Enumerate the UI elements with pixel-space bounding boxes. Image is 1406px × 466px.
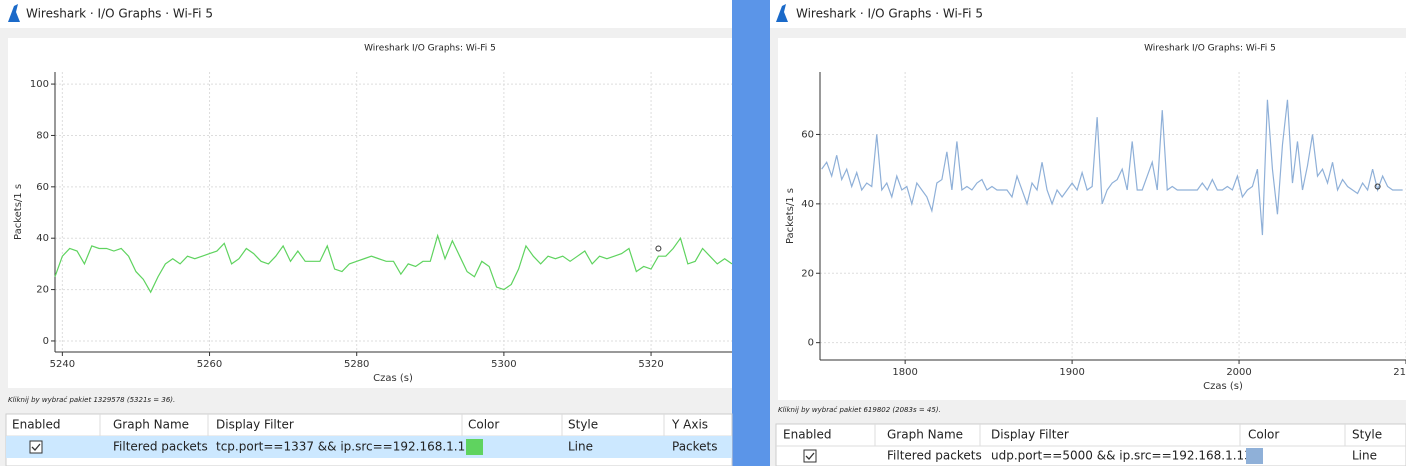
y-tick-label: 40	[36, 233, 49, 244]
column-header: Color	[1248, 428, 1279, 442]
selected-row	[6, 436, 732, 458]
x-tick-label: 5300	[491, 359, 516, 370]
table	[775, 423, 1406, 466]
column-header: Style	[1352, 428, 1382, 442]
title-bar	[770, 0, 1406, 28]
check-mark	[31, 443, 41, 451]
column-header: Enabled	[12, 418, 61, 432]
y-tick-label: 20	[801, 268, 814, 279]
window-title: Wireshark · I/O Graphs · Wi-Fi 5	[26, 7, 213, 21]
cell-style[interactable]: Line	[1352, 449, 1377, 463]
chart-panel	[778, 38, 1406, 400]
cell-display-filter[interactable]: tcp.port==1337 && ip.src==192.168.1.131	[216, 440, 481, 454]
column-header: Enabled	[783, 428, 832, 442]
enabled-checkbox[interactable]	[29, 440, 43, 454]
y-axis-label: Packets/1 s	[13, 184, 24, 240]
series-line	[54, 233, 733, 294]
app-icon	[776, 4, 788, 22]
chart-panel	[8, 38, 732, 388]
title-bar	[0, 0, 732, 28]
color-swatch[interactable]	[466, 439, 483, 455]
y-tick-label: 0	[43, 336, 49, 347]
column-header: Style	[568, 418, 598, 432]
y-tick-label: 60	[36, 182, 49, 193]
selected-point	[1374, 183, 1381, 190]
x-tick-label: 5240	[50, 359, 75, 370]
status-text: Kliknij by wybrać pakiet 1329578 (5321s …	[8, 396, 175, 404]
cell-display-filter[interactable]: udp.port==5000 && ip.src==192.168.1.131	[991, 449, 1259, 463]
column-header: Y Axis	[671, 418, 708, 432]
x-axis-label: Czas (s)	[373, 373, 413, 384]
cell-y-axis[interactable]: Packets	[672, 440, 718, 454]
x-tick-label: 5320	[638, 359, 663, 370]
y-tick-label: 0	[808, 338, 814, 349]
color-swatch[interactable]	[1246, 448, 1263, 464]
y-tick-label: 100	[30, 79, 49, 90]
x-axis-label: Czas (s)	[1203, 381, 1243, 392]
x-tick-label: 5280	[344, 359, 369, 370]
desktop-gap	[732, 0, 770, 466]
x-tick-label: 1900	[1059, 367, 1084, 378]
selected-point	[655, 245, 662, 252]
y-tick-label: 20	[36, 285, 49, 296]
column-header: Color	[468, 418, 499, 432]
x-tick-label: 2100	[1393, 367, 1406, 378]
x-tick-label: 5260	[197, 359, 222, 370]
x-tick-label: 1800	[892, 367, 917, 378]
x-tick-label: 2000	[1226, 367, 1251, 378]
y-tick-label: 60	[801, 129, 814, 140]
cell-style[interactable]: Line	[568, 440, 593, 454]
app-icon	[8, 4, 20, 22]
cell-graph-name[interactable]: Filtered packets	[887, 449, 982, 463]
status-text: Kliknij by wybrać pakiet 619802 (2083s =…	[778, 406, 941, 414]
series-line	[821, 99, 1403, 236]
y-tick-label: 80	[36, 130, 49, 141]
column-header: Display Filter	[216, 418, 294, 432]
column-header: Graph Name	[113, 418, 189, 432]
enabled-checkbox[interactable]	[803, 449, 817, 463]
column-header: Display Filter	[991, 428, 1069, 442]
y-axis-label: Packets/1 s	[785, 188, 796, 244]
window-title: Wireshark · I/O Graphs · Wi-Fi 5	[796, 7, 983, 21]
check-mark	[805, 452, 815, 460]
column-header: Graph Name	[887, 428, 963, 442]
chart-title: Wireshark I/O Graphs: Wi-Fi 5	[1144, 44, 1276, 54]
cell-graph-name[interactable]: Filtered packets	[113, 440, 208, 454]
y-tick-label: 40	[801, 199, 814, 210]
chart-title: Wireshark I/O Graphs: Wi-Fi 5	[364, 44, 496, 54]
